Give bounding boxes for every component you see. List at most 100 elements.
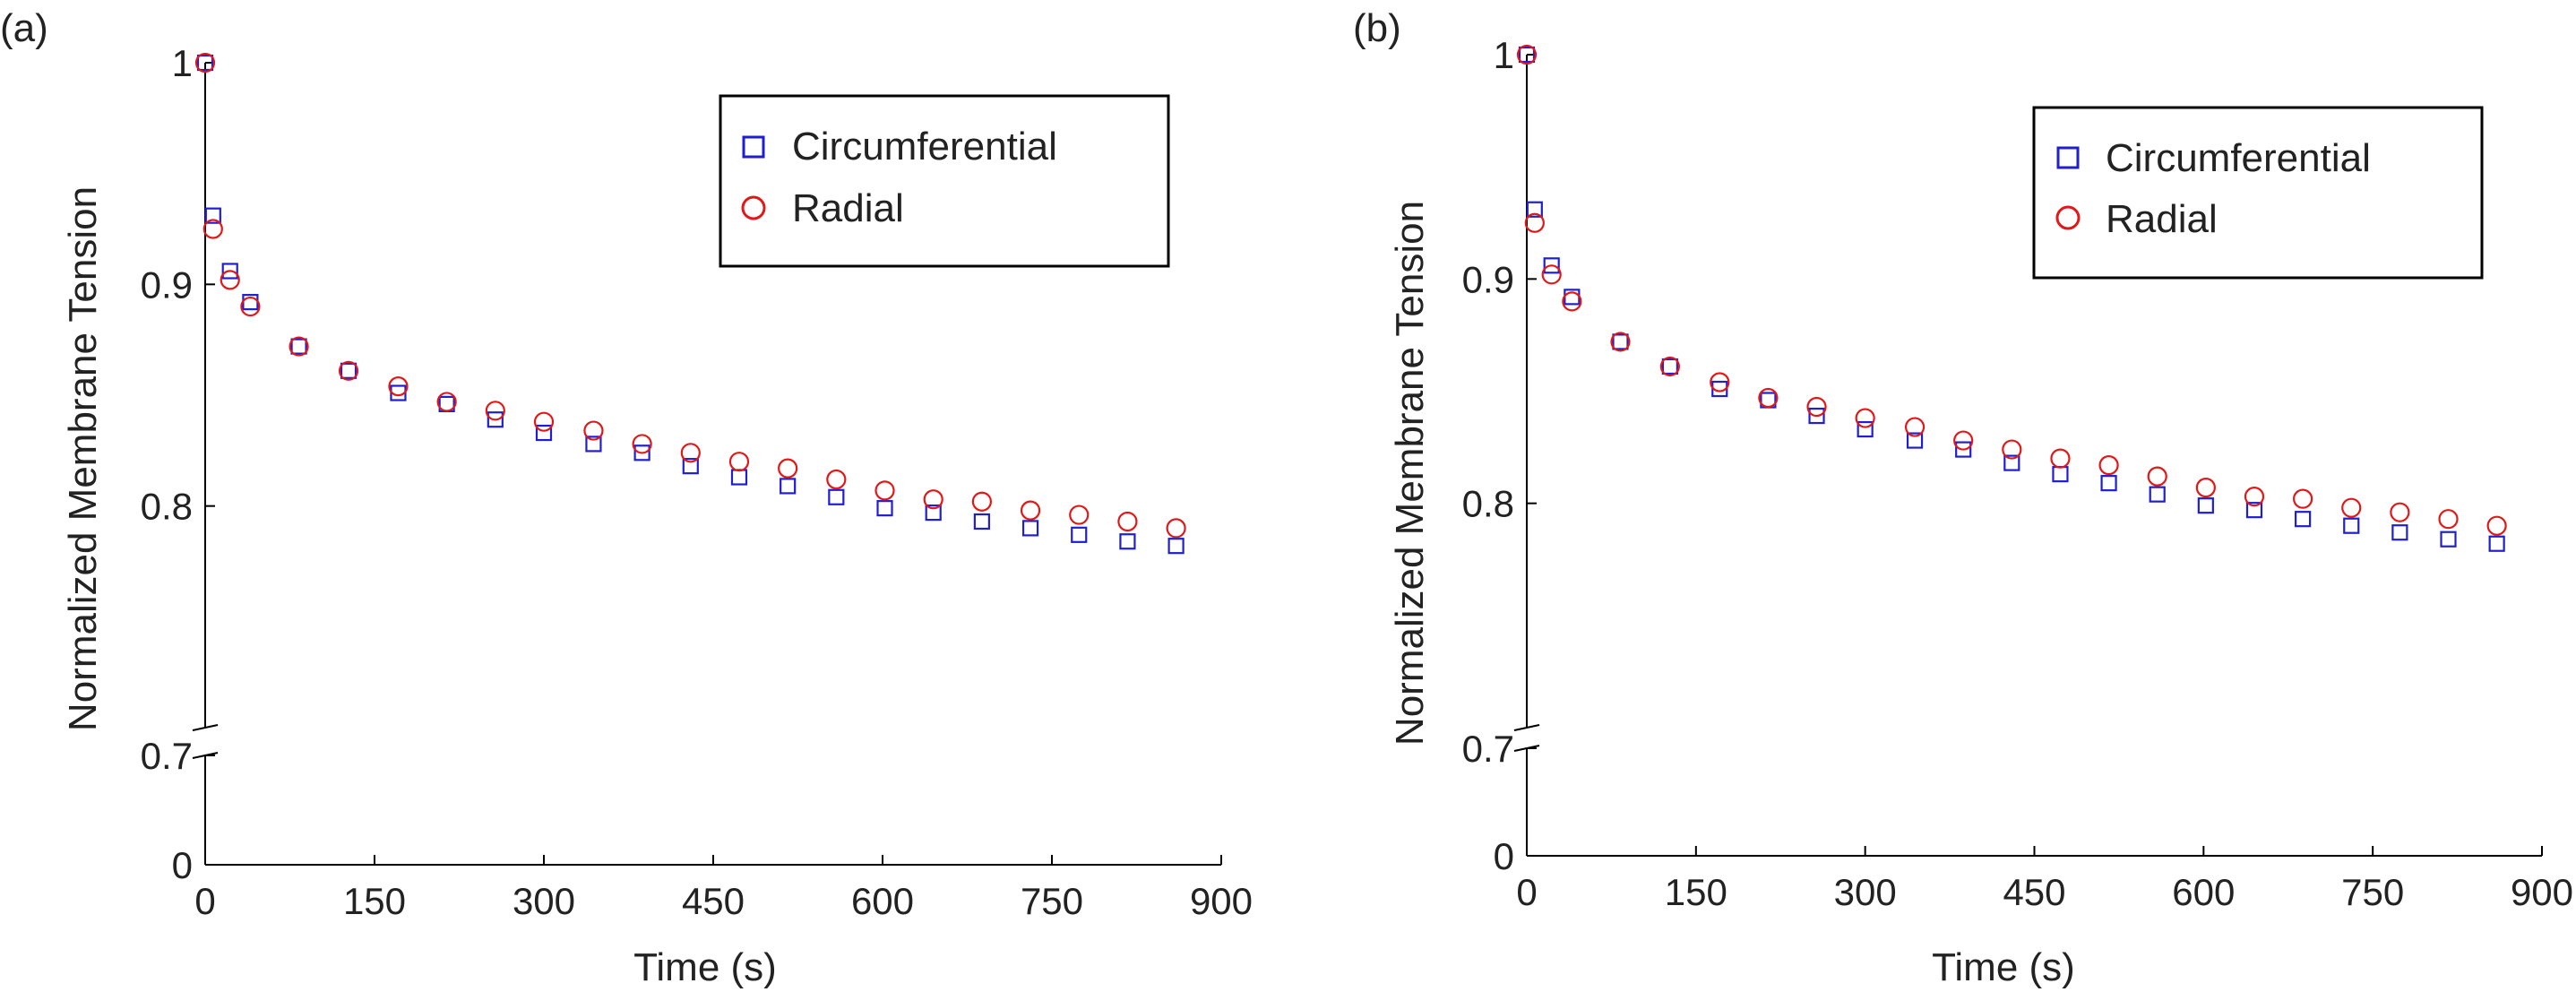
data-point-radial xyxy=(289,336,309,357)
x-tick-label: 0 xyxy=(194,880,215,922)
data-point-radial xyxy=(778,458,798,479)
panel-label: (b) xyxy=(1353,6,1401,50)
data-point-circumferential xyxy=(682,458,699,475)
data-point-radial xyxy=(1904,417,1926,437)
axis-break-mark xyxy=(192,724,219,731)
y-tick-label: 0 xyxy=(172,844,193,886)
data-point-circumferential xyxy=(925,504,942,522)
data-point-circumferential xyxy=(2100,475,2117,492)
data-point-radial xyxy=(533,411,555,432)
data-point-radial xyxy=(1524,212,1545,233)
legend-label-circumferential: Circumferential xyxy=(2106,136,2371,180)
legend-marker-circle xyxy=(2055,205,2081,230)
data-point-radial xyxy=(826,469,847,490)
data-point-circumferential xyxy=(633,444,650,461)
x-tick-label: 750 xyxy=(2341,871,2404,913)
x-tick-label: 600 xyxy=(2172,871,2235,913)
x-tick-label: 300 xyxy=(513,880,575,922)
data-point-radial xyxy=(2195,478,2216,498)
data-point-radial xyxy=(2050,448,2071,469)
data-point-circumferential xyxy=(340,362,358,379)
data-point-radial xyxy=(2002,439,2022,460)
legend: Circumferential Radial xyxy=(719,94,1170,268)
data-point-radial xyxy=(1710,372,1730,392)
legend-box xyxy=(719,94,1170,268)
x-tick-label: 450 xyxy=(682,880,745,922)
y-tick-label: 0.9 xyxy=(141,263,193,306)
data-point-radial xyxy=(2147,466,2167,487)
legend-label-radial: Radial xyxy=(2106,197,2218,241)
data-point-circumferential xyxy=(221,263,238,280)
data-point-radial xyxy=(1806,396,1827,418)
data-point-circumferential xyxy=(2343,517,2360,534)
x-tick-label: 900 xyxy=(1190,880,1253,922)
data-point-radial xyxy=(194,52,216,73)
data-point-circumferential xyxy=(585,436,602,453)
data-point-circumferential xyxy=(2003,454,2020,471)
data-point-circumferential xyxy=(2052,466,2069,483)
data-point-radial xyxy=(2390,502,2410,522)
data-point-radial xyxy=(1516,44,1538,65)
y-tick-label: 0.8 xyxy=(1462,483,1514,525)
x-axis-label: Time (s) xyxy=(1932,945,2075,989)
y-tick-label: 0.7 xyxy=(1462,728,1514,770)
data-point-circumferential xyxy=(1906,432,1924,449)
data-point-circumferential xyxy=(1808,407,1825,425)
y-tick-label: 0.7 xyxy=(141,735,193,777)
panel-a: (a) Normalized Membrane Tension Time (s)… xyxy=(0,6,1253,989)
y-axis-label: Normalized Membrane Tension xyxy=(61,186,105,731)
data-point-circumferential xyxy=(1021,520,1039,537)
data-point-radial xyxy=(1562,291,1582,312)
x-tick-label: 600 xyxy=(851,880,914,922)
axes: 0 150 300 450 600 750 900 0 0.7 0.8 0.9 1 xyxy=(1462,34,2573,913)
data-point-circumferential xyxy=(780,478,797,495)
data-point-circumferential xyxy=(2488,535,2505,552)
data-point-radial xyxy=(2098,455,2119,476)
data-marks xyxy=(1516,44,2507,552)
data-point-radial xyxy=(2293,488,2313,509)
data-point-radial xyxy=(1758,387,1779,409)
data-point-radial xyxy=(485,401,505,421)
data-point-radial xyxy=(202,219,223,239)
x-tick-label: 150 xyxy=(343,880,406,922)
legend-label-radial: Radial xyxy=(792,186,904,230)
data-point-circumferential xyxy=(2391,524,2408,541)
data-point-circumferential xyxy=(876,500,893,517)
data-point-radial xyxy=(2244,487,2265,507)
x-tick-label: 0 xyxy=(1516,871,1537,913)
data-point-radial xyxy=(220,270,240,290)
legend-box xyxy=(2032,106,2484,280)
data-point-radial xyxy=(436,392,457,412)
data-point-radial xyxy=(2341,497,2362,518)
x-tick-label: 300 xyxy=(1834,871,1897,913)
data-point-circumferential xyxy=(535,424,553,442)
axes: 0 150 300 450 600 750 900 0 0.7 0.8 0.9 1 xyxy=(141,42,1253,922)
y-tick-label: 0.8 xyxy=(141,486,193,528)
data-point-radial xyxy=(240,296,261,317)
data-point-circumferential xyxy=(1518,46,1536,64)
y-tick-label: 0.9 xyxy=(1462,258,1514,300)
data-point-radial xyxy=(1953,430,1974,451)
data-point-circumferential xyxy=(487,411,504,428)
data-point-circumferential xyxy=(1526,201,1543,218)
data-point-circumferential xyxy=(290,338,307,355)
x-axis-label: Time (s) xyxy=(633,945,777,989)
x-tick-label: 150 xyxy=(1665,871,1727,913)
data-point-radial xyxy=(338,360,359,381)
data-point-radial xyxy=(583,420,604,441)
axis-break-mark xyxy=(1513,724,1540,731)
x-tick-label: 900 xyxy=(2511,871,2573,913)
data-point-circumferential xyxy=(196,54,214,72)
data-point-radial xyxy=(680,443,701,463)
data-point-circumferential xyxy=(2440,531,2457,548)
data-point-radial xyxy=(874,480,895,501)
data-point-radial xyxy=(1541,264,1562,285)
data-point-circumferential xyxy=(1955,441,1972,458)
data-point-circumferential xyxy=(1661,358,1678,375)
data-point-circumferential xyxy=(1119,533,1136,550)
data-point-radial xyxy=(2486,515,2507,536)
data-point-circumferential xyxy=(1612,333,1629,350)
legend-label-circumferential: Circumferential xyxy=(792,125,1057,168)
panel-b: (b) Normalized Membrane Tension Time (s)… xyxy=(1353,6,2573,989)
